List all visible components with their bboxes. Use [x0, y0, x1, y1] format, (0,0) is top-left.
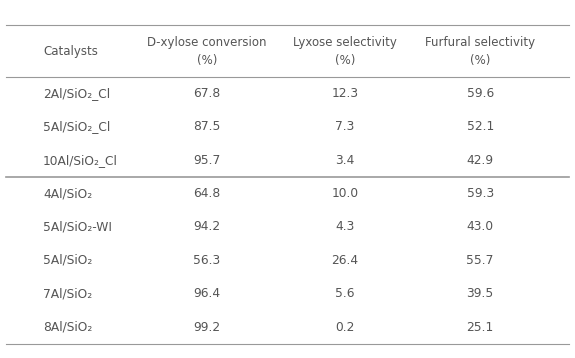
Text: 67.8: 67.8	[193, 87, 221, 100]
Text: 26.4: 26.4	[331, 254, 359, 267]
Text: 4Al/SiO₂: 4Al/SiO₂	[43, 187, 92, 200]
Text: 10Al/SiO₂_Cl: 10Al/SiO₂_Cl	[43, 154, 118, 167]
Text: 7.3: 7.3	[335, 121, 355, 134]
Text: Furfural selectivity
(%): Furfural selectivity (%)	[425, 35, 535, 67]
Text: Catalysts: Catalysts	[43, 44, 98, 58]
Text: 59.3: 59.3	[466, 187, 494, 200]
Text: D-xylose conversion
(%): D-xylose conversion (%)	[147, 35, 267, 67]
Text: 94.2: 94.2	[193, 221, 221, 233]
Text: 5Al/SiO₂-WI: 5Al/SiO₂-WI	[43, 221, 112, 233]
Text: 3.4: 3.4	[335, 154, 355, 167]
Text: 99.2: 99.2	[193, 320, 221, 334]
Text: 12.3: 12.3	[331, 87, 359, 100]
Text: 8Al/SiO₂: 8Al/SiO₂	[43, 320, 93, 334]
Text: 39.5: 39.5	[466, 287, 494, 300]
Text: 64.8: 64.8	[193, 187, 221, 200]
Text: Lyxose selectivity
(%): Lyxose selectivity (%)	[293, 35, 397, 67]
Text: 56.3: 56.3	[193, 254, 221, 267]
Text: 43.0: 43.0	[466, 221, 494, 233]
Text: 87.5: 87.5	[193, 121, 221, 134]
Text: 52.1: 52.1	[466, 121, 494, 134]
Text: 4.3: 4.3	[335, 221, 355, 233]
Text: 5Al/SiO₂: 5Al/SiO₂	[43, 254, 93, 267]
Text: 95.7: 95.7	[193, 154, 221, 167]
Text: 42.9: 42.9	[466, 154, 494, 167]
Text: 5.6: 5.6	[335, 287, 355, 300]
Text: 2Al/SiO₂_Cl: 2Al/SiO₂_Cl	[43, 87, 110, 100]
Text: 96.4: 96.4	[193, 287, 221, 300]
Text: 0.2: 0.2	[335, 320, 355, 334]
Text: 59.6: 59.6	[466, 87, 494, 100]
Text: 10.0: 10.0	[331, 187, 359, 200]
Text: 7Al/SiO₂: 7Al/SiO₂	[43, 287, 92, 300]
Text: 5Al/SiO₂_Cl: 5Al/SiO₂_Cl	[43, 121, 110, 134]
Text: 55.7: 55.7	[466, 254, 494, 267]
Text: 25.1: 25.1	[466, 320, 494, 334]
